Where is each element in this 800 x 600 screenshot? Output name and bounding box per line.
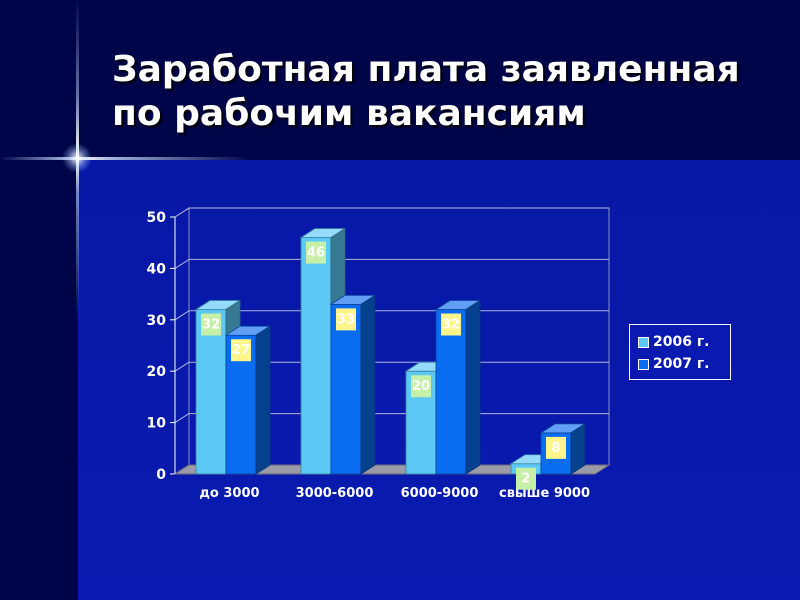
slide-left-band xyxy=(0,160,78,600)
data-label-bg xyxy=(411,375,431,398)
slide-title-line-2: по рабочим вакансиям xyxy=(112,93,586,134)
data-label-bg xyxy=(546,436,566,459)
light-flare-horizontal xyxy=(0,157,250,160)
chart-legend: 2006 г. 2007 г. xyxy=(629,324,731,380)
data-label: 32 xyxy=(202,318,220,333)
light-flare-icon xyxy=(62,143,92,173)
y-tick-label: 40 xyxy=(147,261,167,277)
gridline-side xyxy=(174,361,190,372)
legend-item-2007: 2007 г. xyxy=(638,353,730,375)
legend-item-2006: 2006 г. xyxy=(638,331,730,353)
bar-front xyxy=(435,309,467,475)
y-tick-label: 0 xyxy=(156,467,166,483)
gridline-side xyxy=(174,413,190,424)
bar-front xyxy=(300,237,332,475)
data-label: 33 xyxy=(337,312,355,327)
slide-header-band xyxy=(0,0,800,160)
data-label: 2 xyxy=(521,472,530,487)
legend-label-2006: 2006 г. xyxy=(653,334,710,350)
slide-title: Заработная плата заявленная по рабочим в… xyxy=(112,48,772,136)
bar-side xyxy=(570,423,586,475)
bar-side xyxy=(255,325,271,475)
data-label-bg xyxy=(306,241,326,264)
data-label: 46 xyxy=(307,246,325,261)
y-tick-label: 10 xyxy=(147,416,167,432)
data-label: 8 xyxy=(551,441,560,456)
x-tick-label: 3000-6000 xyxy=(296,486,374,501)
bar-side xyxy=(360,294,376,475)
gridline-side xyxy=(174,310,190,321)
bar-front xyxy=(330,303,362,475)
data-label-bg xyxy=(231,339,251,362)
x-tick-label: 6000-9000 xyxy=(401,486,479,501)
x-tick-label: до 3000 xyxy=(199,486,259,501)
data-label: 32 xyxy=(442,318,460,333)
y-tick-label: 20 xyxy=(147,364,167,380)
data-label: 27 xyxy=(232,343,250,358)
data-label-bg xyxy=(516,467,536,490)
data-label-bg xyxy=(441,313,461,336)
legend-swatch-2006 xyxy=(638,336,649,348)
data-label-bg xyxy=(336,308,356,331)
bar-front xyxy=(195,309,227,475)
gridline-side xyxy=(174,258,190,269)
y-tick-label: 50 xyxy=(147,210,167,226)
chart-side-wall xyxy=(174,207,190,475)
data-label-bg xyxy=(201,313,221,336)
legend-swatch-2007 xyxy=(638,358,649,370)
data-label: 20 xyxy=(412,379,430,394)
gridline-side xyxy=(174,207,190,218)
x-tick-label: свыше 9000 xyxy=(499,486,590,501)
legend-label-2007: 2007 г. xyxy=(653,356,710,372)
slide-title-line-1: Заработная плата заявленная xyxy=(112,49,740,90)
y-tick-label: 30 xyxy=(147,313,167,329)
bar-side xyxy=(465,299,481,475)
